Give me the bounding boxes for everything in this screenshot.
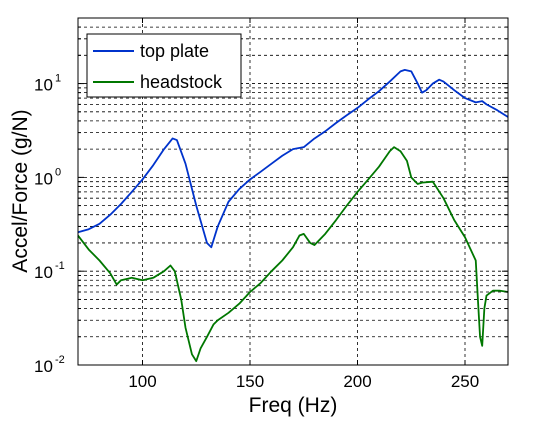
y-tick-label: 10 -2 xyxy=(34,354,65,376)
x-tick-label: 250 xyxy=(451,372,479,391)
legend-box xyxy=(86,33,242,98)
legend-label-top-plate: top plate xyxy=(140,41,209,61)
x-tick-label: 150 xyxy=(236,372,264,391)
y-tick-label-base: 10 xyxy=(34,357,53,376)
y-tick-label-exponent: -1 xyxy=(55,260,65,272)
y-tick-label-exponent: 0 xyxy=(55,166,61,178)
grid xyxy=(78,17,508,365)
y-tick-label-base: 10 xyxy=(34,169,53,188)
series-lines xyxy=(77,68,509,363)
y-tick-label-exponent: -2 xyxy=(55,354,65,366)
y-tick-label-base: 10 xyxy=(34,263,53,282)
y-tick-label: 10 1 xyxy=(34,73,61,95)
series-line-top-plate xyxy=(77,68,509,249)
axis-ticks xyxy=(78,17,508,366)
y-axis-label: Accel/Force (g/N) xyxy=(9,109,32,272)
legend: top plate headstock xyxy=(86,33,242,98)
x-tick-label: 200 xyxy=(343,372,371,391)
series-line-headstock xyxy=(77,146,509,363)
y-tick-label-base: 10 xyxy=(34,76,53,95)
y-tick-label: 10 -1 xyxy=(34,260,65,282)
x-axis-label: Freq (Hz) xyxy=(249,394,338,417)
y-tick-label-exponent: 1 xyxy=(55,73,61,85)
x-tick-label: 100 xyxy=(128,372,156,391)
y-tick-label: 10 0 xyxy=(34,166,61,188)
legend-label-headstock: headstock xyxy=(140,72,223,92)
